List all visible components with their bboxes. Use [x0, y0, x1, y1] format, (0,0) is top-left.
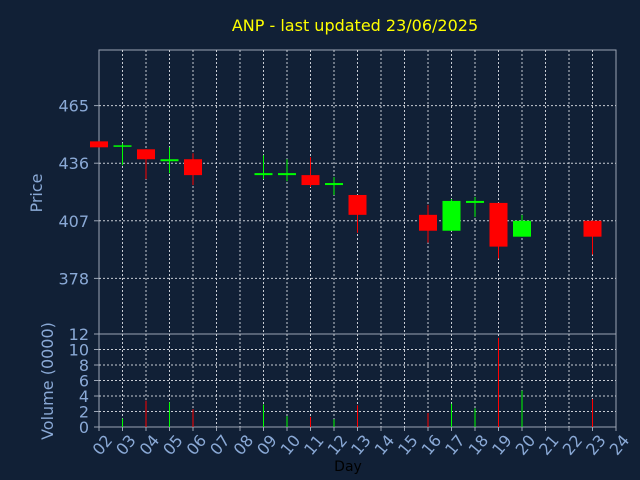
candle-body	[137, 149, 155, 160]
candle-body	[278, 173, 296, 176]
price-tick-label: 407	[58, 212, 89, 231]
candle-body	[254, 173, 273, 176]
volume-axis-label: Volume (0000)	[38, 322, 57, 440]
volume-tick-label: 0	[79, 418, 89, 437]
chart-title: ANP - last updated 23/06/2025	[232, 16, 478, 35]
candle-body	[325, 183, 343, 186]
volume-tick-label: 4	[79, 387, 89, 406]
candle-body	[513, 220, 531, 237]
candle-body	[90, 141, 108, 148]
candle-body	[489, 202, 508, 247]
candle-body	[160, 159, 179, 162]
volume-tick-label: 6	[79, 372, 89, 391]
candle-body	[184, 159, 202, 176]
price-panel: 378 407 436 465	[58, 49, 617, 335]
volume-tick-label: 12	[69, 325, 89, 344]
volume-tick-label: 2	[79, 403, 89, 422]
candle-body	[583, 220, 602, 237]
price-tick-label: 378	[58, 269, 89, 288]
candle-body	[301, 175, 320, 186]
candle-body	[113, 145, 132, 147]
price-tick-label: 436	[58, 154, 89, 173]
price-tick-label: 465	[58, 97, 89, 116]
volume-tick-label: 8	[79, 356, 89, 375]
candle-body	[348, 194, 367, 215]
candle-body	[419, 214, 437, 231]
candle-body	[466, 200, 484, 203]
volume-tick-label: 10	[69, 341, 89, 360]
x-axis-label: Day	[334, 459, 362, 475]
price-axis-label: Price	[27, 173, 46, 212]
candle-body	[442, 200, 461, 231]
